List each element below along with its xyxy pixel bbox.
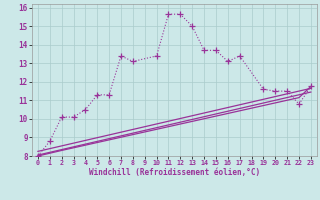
X-axis label: Windchill (Refroidissement éolien,°C): Windchill (Refroidissement éolien,°C) xyxy=(89,168,260,177)
